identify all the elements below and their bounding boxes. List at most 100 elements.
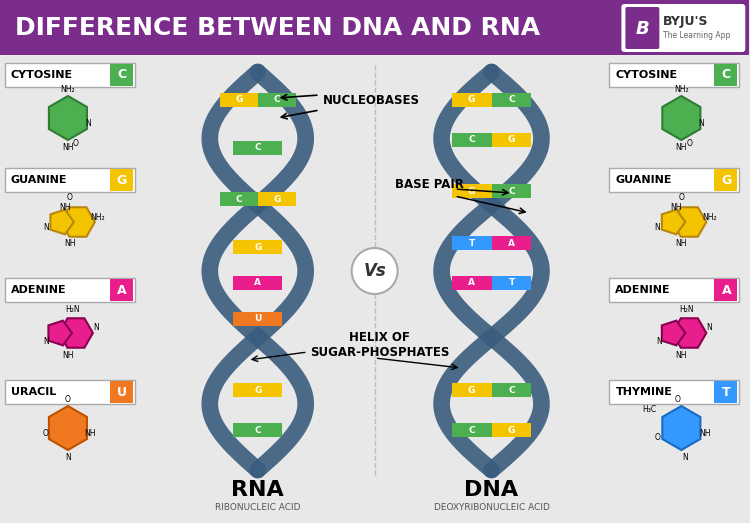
Text: N: N (43, 336, 49, 346)
Text: N: N (85, 119, 91, 128)
Text: DIFFERENCE BETWEEN DNA AND RNA: DIFFERENCE BETWEEN DNA AND RNA (15, 16, 540, 40)
Text: G: G (468, 95, 476, 105)
Bar (233, 141, 283, 155)
Polygon shape (50, 210, 74, 234)
Bar (491, 423, 532, 437)
Text: G: G (117, 174, 127, 187)
Text: The Learning App: The Learning App (663, 30, 730, 40)
Text: DEOXYRIBONUCLEIC ACID: DEOXYRIBONUCLEIC ACID (433, 503, 550, 511)
Bar (233, 276, 283, 290)
Polygon shape (49, 406, 87, 450)
Bar (491, 236, 532, 250)
Bar (610, 168, 740, 192)
Bar (491, 185, 532, 198)
Text: T: T (509, 278, 515, 288)
Text: THYMINE: THYMINE (616, 387, 672, 397)
Bar (220, 192, 258, 207)
Text: O: O (686, 139, 692, 147)
Bar (110, 279, 133, 301)
Text: O: O (67, 194, 73, 202)
Text: C: C (509, 386, 515, 395)
Text: C: C (468, 426, 475, 435)
Text: NH₂: NH₂ (702, 212, 717, 222)
Bar (258, 192, 296, 207)
Bar (5, 63, 135, 87)
Bar (110, 381, 133, 403)
Text: GUANINE: GUANINE (11, 175, 68, 185)
Text: DNA: DNA (464, 480, 518, 500)
Bar (110, 169, 133, 191)
Text: NH: NH (670, 202, 682, 211)
Text: C: C (274, 95, 280, 105)
Bar (233, 312, 283, 326)
Polygon shape (662, 96, 700, 140)
Text: O: O (65, 394, 70, 404)
Bar (714, 279, 737, 301)
Text: N: N (655, 222, 660, 232)
Bar (5, 278, 135, 302)
Text: N: N (698, 119, 704, 128)
Text: GUANINE: GUANINE (616, 175, 672, 185)
Text: A: A (722, 283, 731, 297)
Text: G: G (254, 243, 262, 252)
Text: C: C (468, 135, 475, 144)
Bar (110, 64, 133, 86)
Polygon shape (672, 207, 706, 237)
Text: N: N (656, 336, 662, 346)
Bar (610, 278, 740, 302)
Bar (233, 240, 283, 254)
Text: N: N (706, 324, 712, 333)
Text: G: G (468, 386, 476, 395)
Bar (491, 383, 532, 397)
Text: T: T (469, 238, 475, 247)
Text: C: C (254, 426, 261, 435)
Text: O: O (43, 428, 49, 438)
Bar (714, 64, 737, 86)
Text: NH: NH (84, 428, 96, 438)
Polygon shape (662, 406, 700, 450)
Text: BYJU'S: BYJU'S (663, 16, 709, 28)
Text: ADENINE: ADENINE (616, 285, 671, 295)
Text: C: C (722, 69, 730, 82)
Text: NUCLEOBASES: NUCLEOBASES (322, 94, 420, 107)
Text: RNA: RNA (232, 480, 284, 500)
Text: ADENINE: ADENINE (11, 285, 67, 295)
Text: C: C (236, 195, 242, 204)
Text: O: O (679, 194, 684, 202)
Text: HELIX OF
SUGAR-PHOSPHATES: HELIX OF SUGAR-PHOSPHATES (310, 331, 449, 359)
Text: A: A (508, 238, 515, 247)
Text: CYTOSINE: CYTOSINE (11, 70, 73, 80)
Text: O: O (674, 394, 680, 404)
Bar (491, 133, 532, 146)
Text: RIBONUCLEIC ACID: RIBONUCLEIC ACID (215, 503, 301, 511)
Text: T: T (722, 385, 730, 399)
Polygon shape (672, 319, 706, 348)
Text: NH: NH (676, 143, 687, 153)
Bar (233, 423, 283, 437)
Text: NH₂: NH₂ (61, 85, 75, 94)
Text: N: N (65, 453, 70, 462)
Text: H₂N: H₂N (65, 304, 80, 313)
Text: G: G (722, 174, 731, 187)
Bar (491, 93, 532, 107)
Bar (5, 168, 135, 192)
Polygon shape (662, 321, 686, 345)
Text: C: C (117, 69, 127, 82)
Text: A: A (117, 283, 127, 297)
Polygon shape (61, 207, 95, 237)
Bar (233, 383, 283, 397)
Text: N: N (43, 222, 49, 232)
Text: NH: NH (59, 202, 70, 211)
Text: A: A (468, 278, 475, 288)
Text: NH: NH (676, 350, 687, 359)
Text: C: C (509, 95, 515, 105)
Bar (452, 133, 491, 146)
Bar (714, 169, 737, 191)
Text: U: U (117, 385, 127, 399)
Text: O: O (655, 434, 660, 442)
Polygon shape (49, 321, 72, 345)
Bar (452, 236, 491, 250)
Bar (452, 185, 491, 198)
Bar (491, 276, 532, 290)
Text: N: N (682, 453, 688, 462)
